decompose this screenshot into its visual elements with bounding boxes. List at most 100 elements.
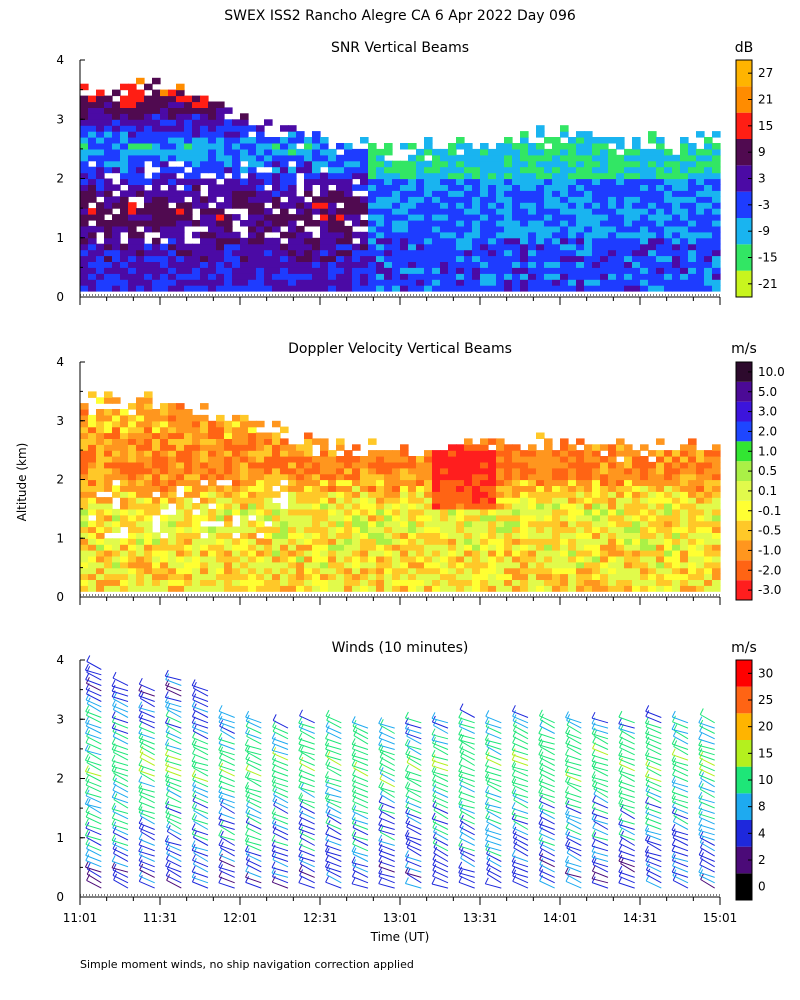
- doppler-cell: [488, 526, 497, 533]
- wind-barb: [138, 850, 155, 857]
- doppler-cell: [584, 479, 593, 486]
- snr-cell: [704, 237, 713, 245]
- doppler-cell: [176, 550, 185, 557]
- doppler-cell: [120, 467, 129, 475]
- doppler-cell: [520, 485, 529, 492]
- doppler-cell: [112, 585, 121, 592]
- snr-cell: [488, 172, 497, 180]
- doppler-cell: [456, 497, 465, 504]
- doppler-cell: [576, 450, 585, 457]
- doppler-cell: [584, 555, 593, 563]
- snr-cell: [200, 273, 209, 280]
- doppler-cell: [168, 420, 177, 428]
- winds-panel-title: Winds (10 minutes): [332, 640, 469, 656]
- snr-cell: [576, 208, 585, 215]
- wind-barb: [272, 738, 289, 745]
- snr-cell: [272, 190, 281, 197]
- snr-cell: [480, 148, 489, 156]
- snr-cell: [680, 148, 689, 156]
- doppler-cell: [448, 538, 457, 545]
- doppler-cell: [424, 485, 433, 492]
- snr-cell: [264, 220, 273, 227]
- snr-cell: [424, 249, 433, 257]
- doppler-cell: [656, 544, 665, 551]
- snr-cell: [344, 225, 353, 233]
- doppler-cell: [384, 508, 393, 516]
- doppler-cell: [472, 585, 481, 592]
- doppler-cell: [640, 479, 649, 486]
- colorbar-swatch: [736, 86, 752, 113]
- doppler-cell: [384, 514, 393, 522]
- doppler-cell: [184, 567, 193, 575]
- wind-barb-flag: [139, 766, 144, 774]
- doppler-cell: [176, 414, 185, 422]
- snr-cell: [208, 148, 217, 156]
- snr-cell: [600, 214, 609, 221]
- doppler-cell: [304, 503, 313, 510]
- snr-cell: [248, 249, 257, 257]
- doppler-cell: [616, 438, 625, 445]
- snr-cell: [688, 225, 697, 233]
- snr-cell: [128, 220, 137, 227]
- snr-cell: [376, 243, 385, 251]
- snr-cell: [328, 214, 337, 221]
- doppler-cell: [704, 514, 713, 522]
- snr-cell: [664, 243, 673, 251]
- doppler-cell: [560, 479, 569, 486]
- doppler-cell: [704, 532, 713, 539]
- snr-cell: [600, 190, 609, 197]
- wind-barb-flag: [299, 799, 304, 807]
- doppler-cell: [320, 479, 329, 486]
- doppler-cell: [672, 526, 681, 533]
- wind-barb: [300, 788, 315, 798]
- wind-barb-flag: [191, 827, 196, 835]
- doppler-cell: [456, 579, 465, 586]
- colorbar-swatch: [736, 421, 752, 442]
- doppler-cell: [424, 550, 433, 557]
- snr-cell: [432, 255, 441, 262]
- snr-cell: [232, 243, 241, 251]
- doppler-cell: [448, 544, 457, 551]
- snr-cell: [224, 231, 233, 239]
- doppler-cell: [408, 585, 417, 592]
- doppler-cell: [456, 520, 465, 528]
- snr-cell: [160, 202, 169, 209]
- doppler-cell: [160, 538, 169, 545]
- doppler-cell: [712, 567, 721, 575]
- doppler-cell: [376, 514, 385, 522]
- doppler-cell: [624, 485, 633, 492]
- doppler-cell: [336, 456, 345, 463]
- doppler-cell: [136, 503, 145, 510]
- snr-cell: [152, 255, 161, 262]
- snr-cell: [456, 261, 465, 268]
- snr-cell: [88, 214, 97, 221]
- snr-cell: [416, 190, 425, 197]
- snr-cell: [648, 202, 657, 209]
- doppler-cell: [632, 479, 641, 486]
- doppler-cell: [632, 473, 641, 481]
- snr-cell: [152, 237, 161, 245]
- doppler-cell: [384, 491, 393, 498]
- doppler-cell: [528, 520, 537, 528]
- doppler-cell: [712, 444, 721, 451]
- snr-cell: [208, 220, 217, 227]
- doppler-cell: [128, 550, 137, 557]
- snr-cell: [536, 243, 545, 251]
- doppler-cell: [168, 538, 177, 545]
- snr-cell: [168, 119, 177, 126]
- doppler-cell: [688, 567, 697, 575]
- snr-cell: [632, 208, 641, 215]
- doppler-cell: [424, 461, 433, 469]
- doppler-cell: [144, 538, 153, 545]
- snr-cell: [112, 214, 121, 221]
- doppler-cell: [624, 444, 633, 451]
- snr-cell: [696, 202, 705, 209]
- snr-cell: [488, 243, 497, 251]
- snr-cell: [568, 279, 577, 286]
- doppler-cell: [296, 544, 305, 551]
- doppler-cell: [160, 514, 169, 522]
- snr-cell: [712, 225, 721, 233]
- snr-cell: [120, 160, 129, 168]
- snr-cell: [560, 231, 569, 239]
- doppler-cell: [488, 544, 497, 551]
